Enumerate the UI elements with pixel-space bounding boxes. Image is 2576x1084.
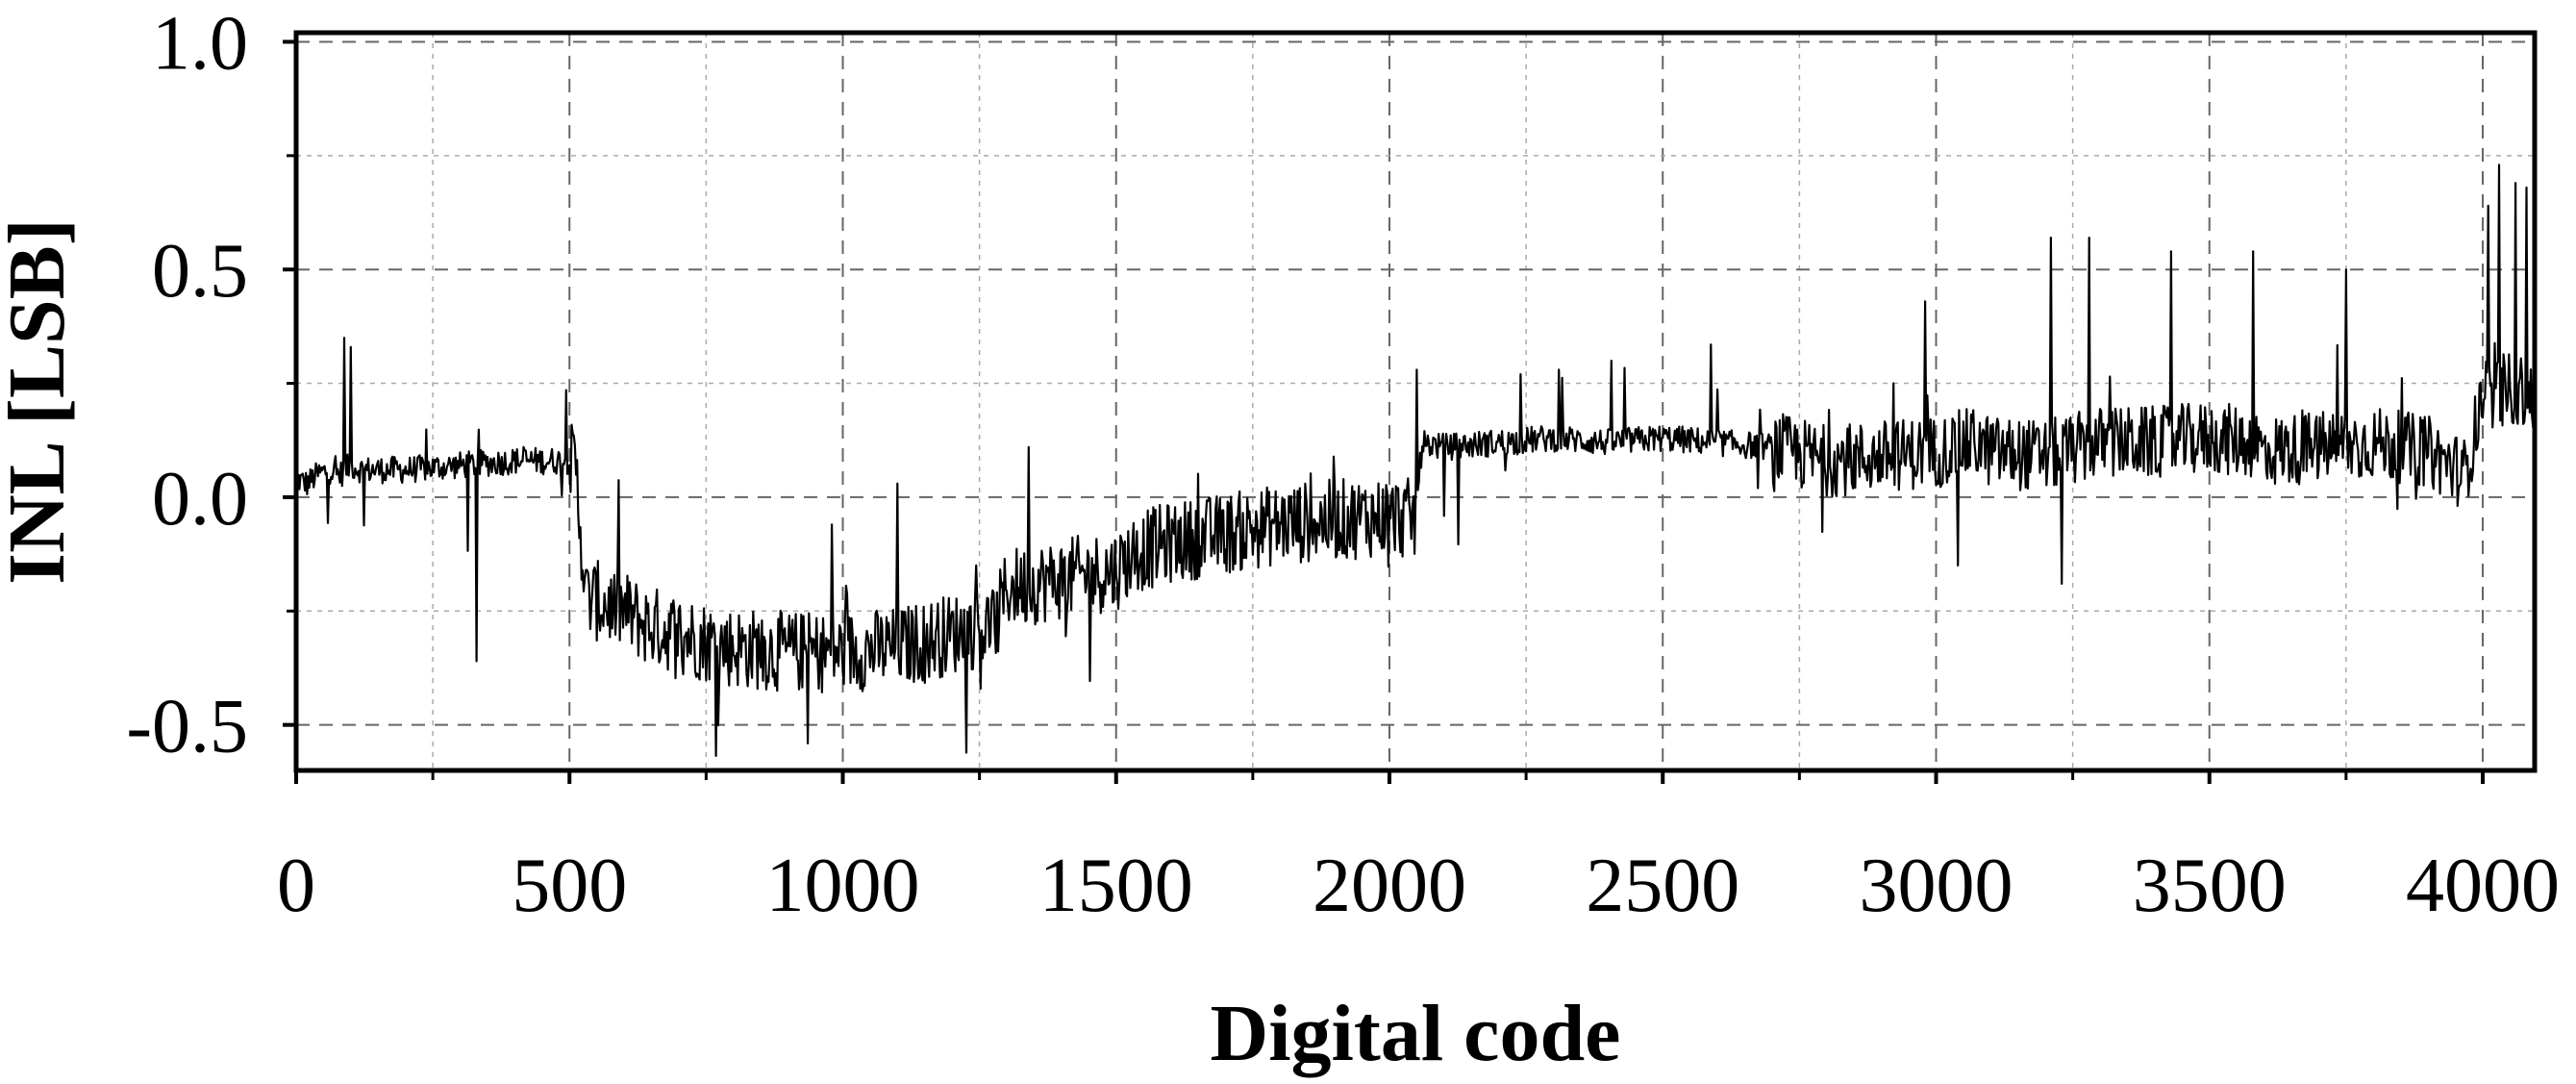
x-tick-label: 4000	[2406, 844, 2560, 928]
axis-ticks	[283, 39, 2485, 784]
x-axis-title: Digital code	[1211, 989, 1621, 1078]
y-tick-label: 1.0	[152, 1, 248, 86]
y-axis-title: INL [LSB]	[0, 218, 82, 584]
x-tick-label: 0	[277, 844, 315, 928]
x-tick-label: 2000	[1313, 844, 1466, 928]
grid-lines	[295, 33, 2535, 770]
x-tick-label: 1000	[765, 844, 919, 928]
inl-trace	[295, 164, 2536, 758]
y-tick-label: 0.5	[152, 229, 248, 314]
inl-series-line	[295, 164, 2536, 758]
x-tick-labels: 0 500 1000 1500 2000 2500 3000 3500 4000	[277, 844, 2560, 928]
x-tick-label: 500	[512, 844, 627, 928]
x-tick-label: 1500	[1039, 844, 1193, 928]
x-tick-label: 3500	[2133, 844, 2287, 928]
plot-frame	[293, 30, 2538, 773]
y-tick-label: -0.5	[126, 685, 248, 769]
x-tick-label: 3000	[1859, 844, 2013, 928]
y-tick-label: 0.0	[152, 457, 248, 542]
x-tick-label: 2500	[1586, 844, 1739, 928]
y-tick-labels: -0.5 0.0 0.5 1.0	[126, 1, 248, 769]
